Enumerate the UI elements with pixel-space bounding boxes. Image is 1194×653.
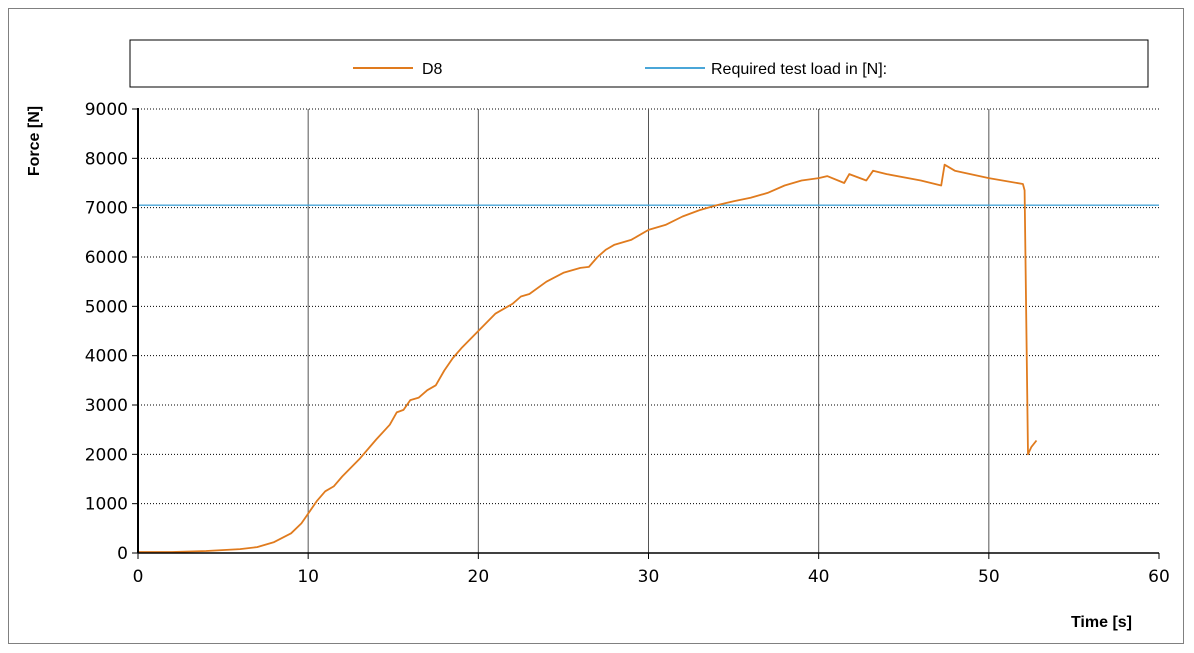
y-tick-label-7000: 7000 [85, 199, 128, 219]
y-tick-label-6000: 6000 [85, 248, 128, 268]
chart-frame: D8 Required test load in [N]: 0 10 20 30 40 5… [8, 8, 1184, 644]
x-tick-label-40: 40 [808, 567, 830, 587]
y-tick-label-1000: 1000 [85, 495, 128, 515]
x-tick-label-0: 0 [133, 567, 144, 587]
grid [138, 108, 1159, 553]
y-tick-labels: 0 1000 2000 3000 4000 5000 6000 7000 8000 9000 [85, 100, 128, 564]
legend: D8 Required test load in [N]: [129, 39, 1149, 88]
x-tick-label-60: 60 [1148, 567, 1170, 587]
y-tick-label-0: 0 [117, 544, 128, 564]
y-axis-title: Force [N] [26, 106, 43, 176]
force-time-chart: D8 Required test load in [N]: 0 10 20 30 40 5… [26, 39, 1170, 631]
y-tick-label-3000: 3000 [85, 396, 128, 416]
legend-label-d8: D8 [422, 61, 443, 78]
series-layer [138, 163, 1159, 553]
y-tick-label-8000: 8000 [85, 149, 128, 169]
legend-label-required-load: Required test load in [N]: [711, 61, 887, 78]
x-tick-label-20: 20 [468, 567, 490, 587]
axes [132, 108, 1160, 559]
x-axis-title: Time [s] [1071, 614, 1132, 631]
y-tick-label-5000: 5000 [85, 297, 128, 317]
x-tick-label-50: 50 [978, 567, 1000, 587]
y-tick-label-2000: 2000 [85, 445, 128, 465]
x-tick-label-10: 10 [297, 567, 319, 587]
legend-box [129, 39, 1149, 88]
x-tick-label-30: 30 [638, 567, 660, 587]
y-tick-label-9000: 9000 [85, 100, 128, 120]
series-line-d8 [138, 163, 1038, 553]
x-tick-labels: 0 10 20 30 40 50 60 [133, 567, 1170, 587]
y-tick-label-4000: 4000 [85, 347, 128, 367]
